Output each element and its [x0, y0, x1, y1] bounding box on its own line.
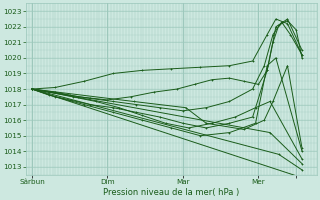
X-axis label: Pression niveau de la mer( hPa ): Pression niveau de la mer( hPa ) [103, 188, 239, 197]
